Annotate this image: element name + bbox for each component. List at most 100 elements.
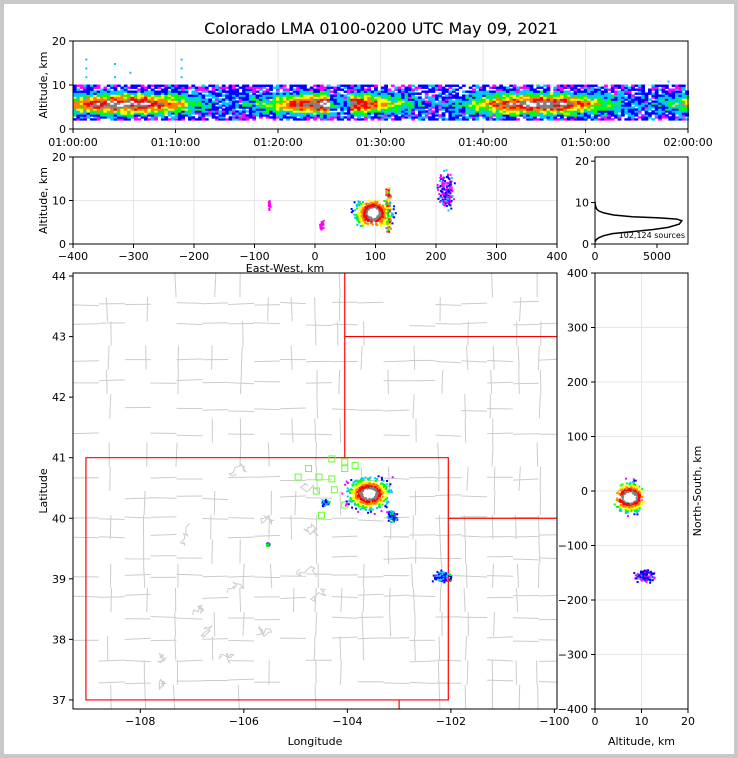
density-cell <box>678 106 683 109</box>
density-cell <box>262 104 267 107</box>
county-border-segment <box>254 475 281 478</box>
density-cell <box>546 92 551 95</box>
density-cell <box>526 84 531 87</box>
county-border-segment <box>315 442 318 467</box>
density-cell <box>664 90 669 93</box>
density-cell <box>387 88 392 91</box>
density-cell <box>546 100 551 103</box>
county-border-segment <box>493 612 495 637</box>
source-point <box>361 224 364 227</box>
density-cell <box>593 102 598 105</box>
county-border-segment <box>487 381 514 384</box>
density-cell <box>333 112 338 115</box>
density-cell <box>259 92 263 95</box>
density-cell <box>133 110 138 113</box>
density-cell <box>505 112 510 115</box>
density-cell <box>421 98 426 101</box>
density-cell <box>627 108 632 111</box>
density-cell <box>492 98 497 101</box>
density-cell <box>218 118 223 121</box>
density-cell <box>313 116 317 119</box>
density-cell <box>489 90 493 93</box>
density-cell <box>580 116 585 119</box>
density-cell <box>360 110 365 113</box>
county-border-segment <box>202 302 229 305</box>
density-cell <box>583 108 588 111</box>
source-point <box>387 194 390 197</box>
density-cell <box>313 118 317 121</box>
density-cell <box>539 112 544 115</box>
density-cell <box>319 110 324 113</box>
source-point <box>390 214 393 217</box>
density-cell <box>620 112 625 115</box>
density-cell <box>279 98 284 101</box>
density-cell <box>614 116 618 119</box>
county-border-segment <box>493 466 496 492</box>
density-cell <box>648 112 652 115</box>
density-cell <box>123 106 128 109</box>
density-cell <box>475 102 480 105</box>
density-cell <box>275 94 280 97</box>
density-cell <box>123 116 128 119</box>
density-cell <box>191 90 196 93</box>
density-cell <box>522 112 527 115</box>
density-cell <box>116 112 121 115</box>
density-cell <box>661 96 666 99</box>
density-cell <box>678 98 683 101</box>
density-cell <box>272 102 277 105</box>
density-cell <box>231 112 236 115</box>
density-cell <box>570 104 575 107</box>
density-cell <box>448 104 453 107</box>
density-cell <box>188 116 192 119</box>
density-cell <box>553 110 558 113</box>
density-cell <box>272 94 277 97</box>
density-cell <box>269 104 273 107</box>
density-cell <box>512 112 517 115</box>
density-cell <box>350 110 355 113</box>
density-cell <box>215 106 219 109</box>
density-cell <box>133 112 138 115</box>
density-cell <box>661 110 666 113</box>
density-cell <box>336 116 341 119</box>
density-cell <box>201 100 206 103</box>
density-cell <box>441 98 446 101</box>
source-point <box>363 499 366 502</box>
source-point <box>387 224 390 227</box>
density-cell <box>340 118 344 121</box>
density-cell <box>218 112 223 115</box>
time-height-xtick-label: 01:10:00 <box>151 136 200 149</box>
density-cell <box>259 88 263 91</box>
density-cell <box>421 90 426 93</box>
density-cell <box>184 110 189 113</box>
density-cell <box>309 88 314 91</box>
density-cell <box>350 102 355 105</box>
source-point <box>268 205 271 208</box>
density-cell <box>461 98 466 101</box>
density-cell <box>600 112 605 115</box>
density-cell <box>154 86 158 89</box>
density-cell <box>299 84 304 87</box>
county-border-irregular <box>179 523 191 546</box>
county-border-segment <box>493 490 496 516</box>
county-border-segment <box>105 369 108 395</box>
density-cell <box>455 116 460 119</box>
density-cell <box>648 90 652 93</box>
density-cell <box>678 102 683 105</box>
density-cell <box>512 86 517 89</box>
density-cell <box>489 86 493 89</box>
density-cell <box>127 108 131 111</box>
density-cell <box>374 104 378 107</box>
density-cell <box>631 118 635 121</box>
county-border-segment <box>464 418 467 443</box>
density-cell <box>475 118 480 121</box>
density-cell <box>238 116 243 119</box>
density-cell <box>458 102 463 105</box>
density-cell <box>658 104 662 107</box>
density-cell <box>478 94 483 97</box>
density-cell <box>404 106 409 109</box>
density-cell <box>103 102 108 105</box>
density-cell <box>370 84 375 87</box>
density-cell <box>286 94 290 97</box>
density-cell <box>675 86 679 89</box>
density-cell <box>198 106 202 109</box>
